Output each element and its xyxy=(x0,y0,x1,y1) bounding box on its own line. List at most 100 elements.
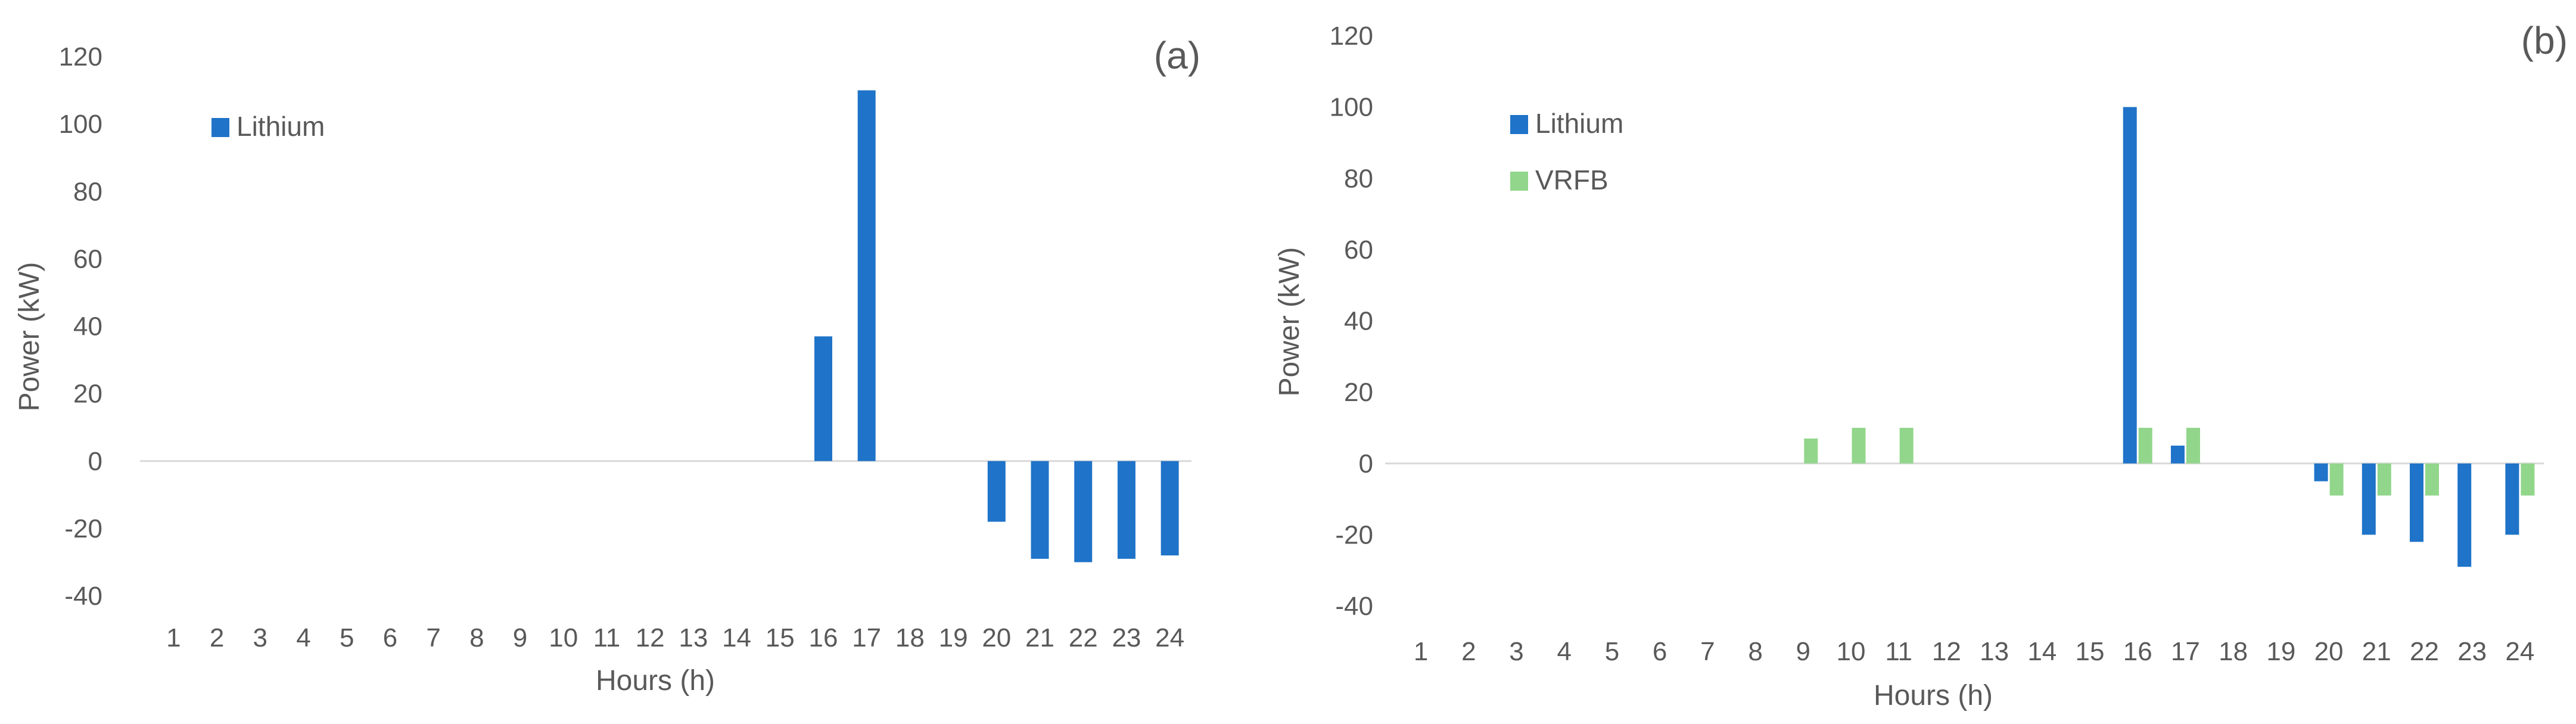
y-tick-label: 20 xyxy=(73,380,102,409)
bar-lithium xyxy=(2457,463,2472,567)
x-tick-label: 10 xyxy=(1837,637,1866,666)
bar-lithium xyxy=(2123,107,2137,464)
y-ticks-a: -40 -20 0 20 40 60 80 100 120 xyxy=(59,42,102,611)
x-tick-label: 5 xyxy=(1605,637,1619,666)
x-tick-label: 5 xyxy=(340,623,354,652)
y-tick-label: 80 xyxy=(1344,164,1373,193)
y-tick-label: 80 xyxy=(73,177,102,206)
x-tick-labels-a: 1 2 3 4 5 6 7 8 9 10 11 12 13 14 15 16 17 18 19 20 21 22 23 24 xyxy=(166,623,1184,652)
bar-vrfb xyxy=(2521,463,2535,496)
y-tick-label: -40 xyxy=(1335,592,1373,621)
x-tick-label: 13 xyxy=(679,623,708,652)
y-tick-label: 120 xyxy=(59,42,102,72)
y-ticks-b: -40 -20 0 20 40 60 80 100 120 xyxy=(1330,21,1373,621)
x-tick-label: 18 xyxy=(2219,637,2248,666)
y-tick-label: 40 xyxy=(73,312,102,341)
y-axis-title-b: Power (kW) xyxy=(1274,247,1305,397)
chart-panel-a: (a) Power (kW) Hours (h) -40 -20 0 20 40 60 80… xyxy=(14,34,1200,697)
x-tick-label: 3 xyxy=(253,623,267,652)
bar-lithium xyxy=(2170,445,2185,464)
bar-lithium xyxy=(1117,461,1135,559)
bar-lithium xyxy=(2314,463,2328,481)
x-tick-label: 21 xyxy=(2362,637,2391,666)
bar-lithium xyxy=(857,90,876,461)
x-tick-label: 9 xyxy=(513,623,527,652)
y-tick-label: 40 xyxy=(1344,307,1373,336)
bar-lithium xyxy=(2505,463,2519,535)
bar-lithium xyxy=(1161,461,1179,556)
x-tick-label: 13 xyxy=(1980,637,2009,666)
x-tick-label: 24 xyxy=(2505,637,2534,666)
x-tick-label: 9 xyxy=(1796,637,1810,666)
y-tick-label: 100 xyxy=(1330,93,1373,122)
bar-vrfb xyxy=(2425,463,2439,496)
x-tick-label: 15 xyxy=(2076,637,2105,666)
x-tick-label: 11 xyxy=(593,623,621,652)
x-axis-title-a: Hours (h) xyxy=(596,665,715,697)
x-tick-label: 2 xyxy=(1461,637,1476,666)
x-tick-label: 10 xyxy=(549,623,578,652)
x-tick-label: 7 xyxy=(426,623,440,652)
bar-lithium xyxy=(1074,461,1093,563)
x-tick-label: 11 xyxy=(1885,637,1912,666)
bar-vrfb xyxy=(1852,427,1866,464)
bars-a xyxy=(814,90,1179,563)
y-tick-label: 60 xyxy=(73,244,102,274)
legend-label: Lithium xyxy=(237,111,325,142)
x-tick-label: 14 xyxy=(722,623,751,652)
x-tick-label: 22 xyxy=(1069,623,1098,652)
y-axis-title-a: Power (kW) xyxy=(14,262,45,412)
x-tick-label: 23 xyxy=(2457,637,2487,666)
x-tick-label: 8 xyxy=(469,623,484,652)
bar-lithium xyxy=(2362,463,2376,535)
legend-label: VRFB xyxy=(1535,164,1609,195)
legend-swatch xyxy=(211,118,229,137)
legend-swatch xyxy=(1510,115,1528,134)
x-tick-label: 4 xyxy=(1557,637,1571,666)
bar-lithium xyxy=(1031,461,1049,559)
x-tick-labels-b: 1 2 3 4 5 6 7 8 9 10 11 12 13 14 15 16 17 18 19 20 21 22 23 24 xyxy=(1414,637,2535,666)
y-tick-label: 120 xyxy=(1330,21,1373,51)
x-tick-label: 24 xyxy=(1155,623,1184,652)
x-axis-title-b: Hours (h) xyxy=(1874,680,1993,711)
x-tick-label: 6 xyxy=(1653,637,1667,666)
x-tick-label: 3 xyxy=(1509,637,1523,666)
x-tick-label: 2 xyxy=(210,623,224,652)
panel-label-b: (b) xyxy=(2521,19,2568,62)
bar-vrfb xyxy=(1804,438,1818,464)
y-tick-label: 0 xyxy=(1359,449,1373,478)
x-tick-label: 22 xyxy=(2410,637,2439,666)
y-tick-label: 100 xyxy=(59,110,102,139)
x-tick-label: 16 xyxy=(2123,637,2152,666)
x-tick-label: 16 xyxy=(809,623,838,652)
bar-vrfb xyxy=(2186,427,2200,464)
x-tick-label: 19 xyxy=(2266,637,2295,666)
x-tick-label: 15 xyxy=(766,623,795,652)
y-tick-label: -40 xyxy=(64,582,102,611)
bars-b xyxy=(1804,107,2535,567)
bar-vrfb xyxy=(2329,463,2344,496)
x-tick-label: 17 xyxy=(2171,637,2200,666)
x-tick-label: 1 xyxy=(166,623,181,652)
bar-lithium xyxy=(814,336,832,461)
panel-label-a: (a) xyxy=(1154,34,1200,77)
x-tick-label: 4 xyxy=(296,623,310,652)
bar-lithium xyxy=(987,461,1006,522)
y-tick-label: 20 xyxy=(1344,378,1373,407)
x-tick-label: 8 xyxy=(1748,637,1762,666)
bar-lithium xyxy=(2409,463,2423,542)
y-tick-label: 60 xyxy=(1344,235,1373,265)
y-tick-label: -20 xyxy=(64,514,102,543)
legend-label: Lithium xyxy=(1535,108,1623,139)
x-tick-label: 1 xyxy=(1414,637,1428,666)
y-tick-label: 0 xyxy=(88,447,102,476)
legend-a: Lithium xyxy=(211,111,325,142)
x-tick-label: 19 xyxy=(939,623,968,652)
x-tick-label: 20 xyxy=(2314,637,2344,666)
x-tick-label: 17 xyxy=(852,623,881,652)
x-tick-label: 21 xyxy=(1025,623,1054,652)
x-tick-label: 12 xyxy=(1932,637,1961,666)
x-tick-label: 6 xyxy=(383,623,397,652)
x-tick-label: 23 xyxy=(1112,623,1141,652)
